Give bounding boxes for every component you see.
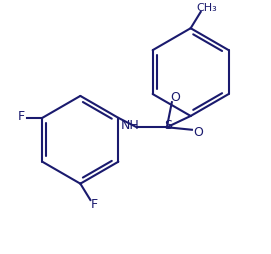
- Text: O: O: [171, 91, 180, 104]
- Text: NH: NH: [121, 119, 140, 133]
- Text: O: O: [193, 126, 203, 139]
- Text: S: S: [164, 119, 172, 133]
- Text: F: F: [91, 198, 98, 212]
- Text: F: F: [17, 110, 25, 123]
- Text: CH₃: CH₃: [196, 3, 217, 13]
